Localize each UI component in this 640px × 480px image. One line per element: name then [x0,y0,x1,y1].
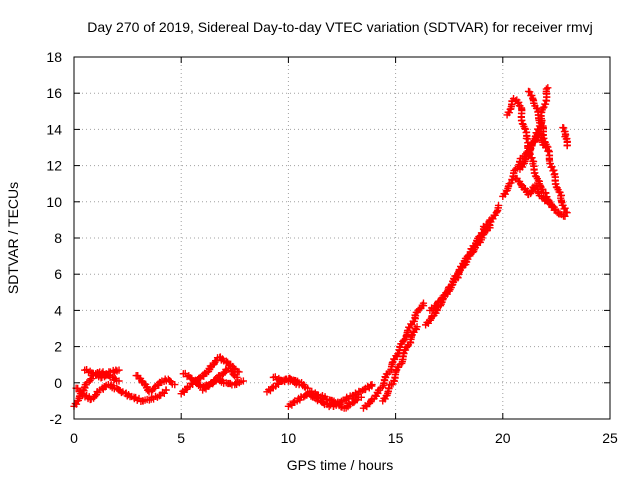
data-point [544,146,553,154]
data-point [115,366,123,374]
data-point [189,380,197,388]
x-tick-label: 5 [177,430,185,446]
data-point [235,379,243,387]
data-point [561,204,569,212]
y-tick-label: 10 [46,194,62,210]
data-point [330,397,338,405]
y-tick-label: 16 [46,85,62,101]
data-point [563,142,571,150]
y-tick-label: 4 [54,302,62,318]
data-point [527,139,535,148]
chart-title: Day 270 of 2019, Sidereal Day-to-day VTE… [87,19,592,35]
data-point [526,88,534,96]
data-point [505,109,513,117]
x-tick-label: 25 [602,430,618,446]
data-points [70,84,571,412]
data-point [528,154,536,162]
y-tick-label: 2 [54,339,62,355]
y-axis-label: SDTVAR / TECUs [5,182,21,294]
x-axis-label: GPS time / hours [287,457,394,473]
data-point [115,377,123,385]
x-tick-label: 0 [70,430,78,446]
data-point [156,378,164,387]
data-point [561,212,569,220]
data-point [550,203,558,211]
data-point [544,84,552,92]
data-point [357,393,365,401]
y-tick-label: 0 [54,375,62,391]
data-point [400,336,408,344]
data-point [162,386,170,394]
data-point [293,377,302,385]
data-point [560,124,568,132]
data-point [478,234,486,242]
y-tick-label: 12 [46,158,62,174]
data-point [563,209,571,217]
data-point [411,312,420,320]
x-tick-label: 10 [281,430,297,446]
data-point [171,381,179,389]
y-tick-label: 6 [54,266,62,282]
data-point [445,287,453,295]
data-point [183,372,191,381]
y-tick-label: 14 [46,121,62,137]
data-point [235,368,243,376]
data-point [226,379,235,388]
data-point [534,126,543,134]
axis-ticks: 0 5 10 15 20 25 -2 0 2 4 6 8 10 12 14 16 18 [46,49,618,446]
data-point [518,163,527,171]
y-tick-label: 8 [54,230,62,246]
gridlines [74,57,610,419]
data-point [521,124,529,133]
x-tick-label: 15 [388,430,404,446]
data-point [239,377,247,385]
y-tick-label: 18 [46,49,62,65]
data-point [368,381,376,389]
data-point [200,384,208,392]
data-point [441,292,449,300]
y-tick-label: -2 [50,411,63,427]
data-point [419,299,428,307]
data-point [494,201,503,210]
data-point [542,85,550,93]
data-point [413,323,421,331]
x-tick-label: 20 [495,430,511,446]
data-point [501,190,509,198]
data-point [233,373,241,381]
